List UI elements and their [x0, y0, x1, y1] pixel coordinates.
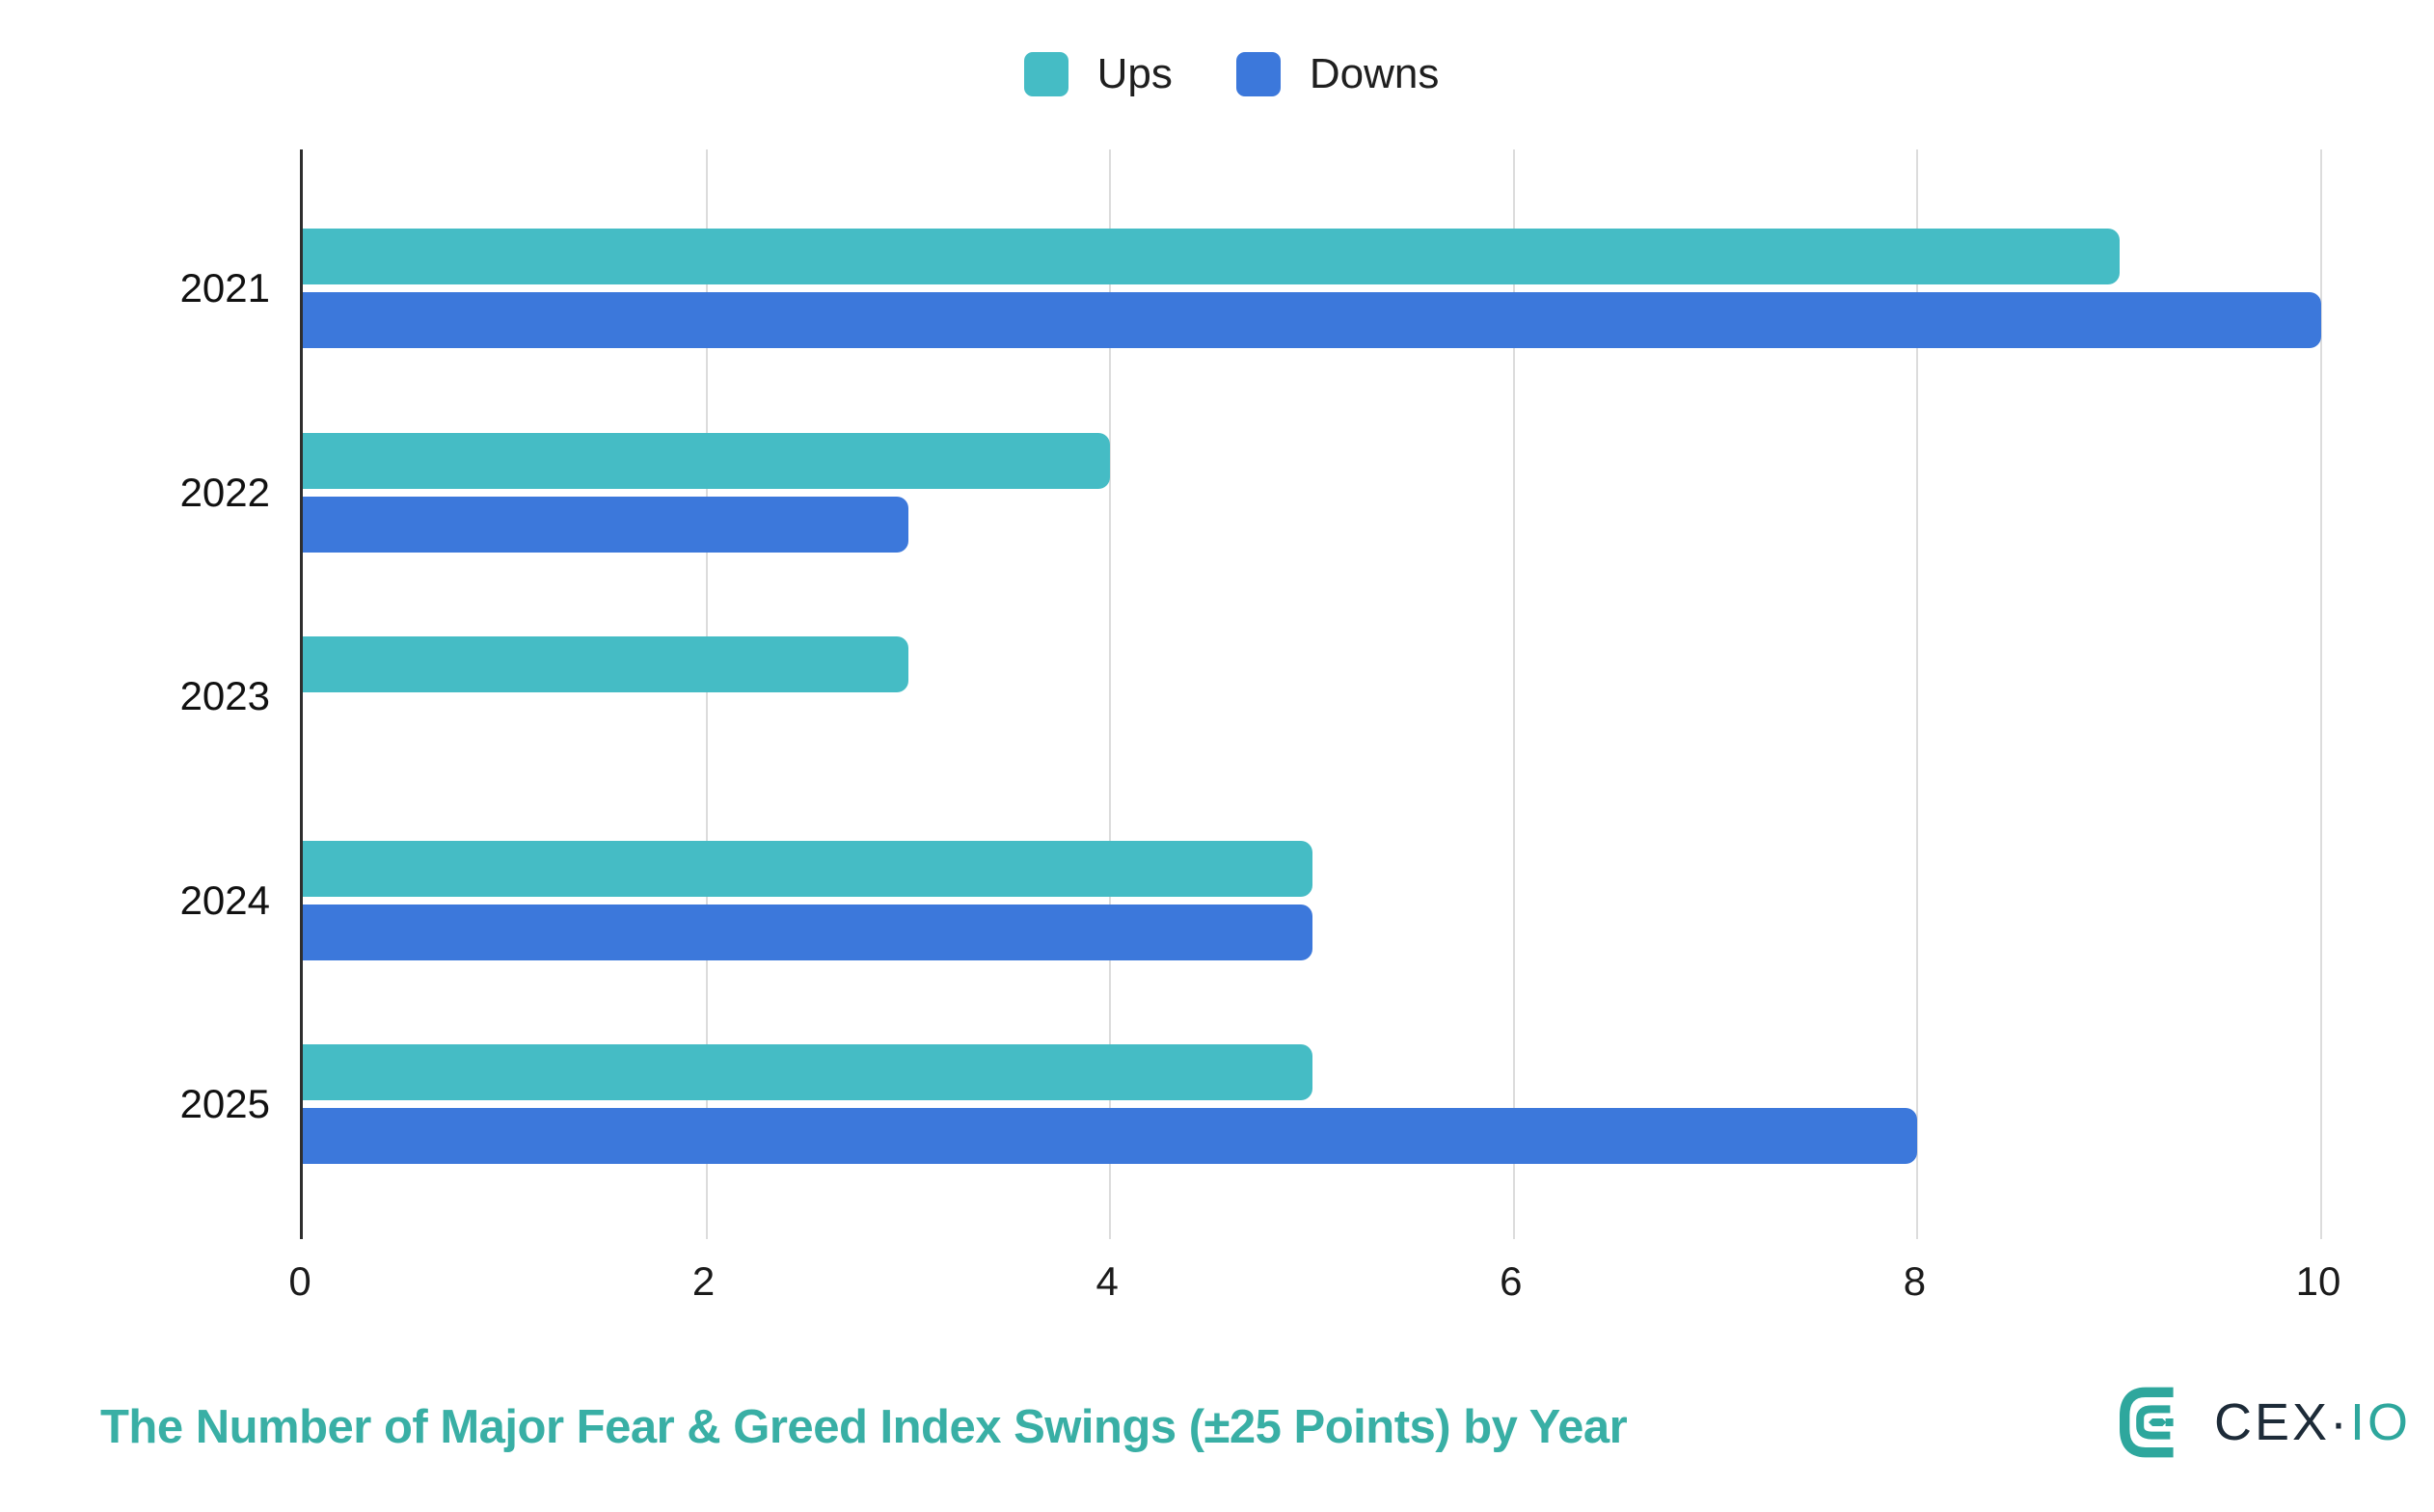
bar-ups-2022 [303, 432, 1111, 489]
legend-label: Downs [1309, 50, 1440, 97]
gridline-2 [705, 149, 708, 1239]
x-tick-label-0: 0 [288, 1258, 311, 1304]
x-tick-label-2: 2 [691, 1258, 716, 1304]
legend-item-ups: Ups [1023, 50, 1173, 98]
logo-separator: · [2330, 1393, 2351, 1451]
gridline-6 [1512, 149, 1515, 1239]
legend-item-downs: Downs [1235, 50, 1440, 98]
year-label-2021: 2021 [179, 265, 270, 310]
legend-swatch-downs [1235, 52, 1281, 96]
year-label-2025: 2025 [179, 1081, 270, 1126]
plot-area [300, 149, 2322, 1239]
cexio-logo-mark [2120, 1387, 2174, 1458]
legend: Ups Downs [0, 50, 2434, 98]
x-tick-label-4: 4 [1095, 1258, 1119, 1304]
legend-swatch-ups [1023, 52, 1068, 96]
year-label-2024: 2024 [179, 877, 270, 923]
year-label-2022: 2022 [179, 469, 270, 515]
bar-ups-2023 [303, 636, 908, 692]
bar-downs-2024 [303, 904, 1312, 960]
bar-downs-2022 [303, 496, 908, 553]
cexio-logo-text: CEX · IO [2214, 1392, 2411, 1452]
legend-label: Ups [1096, 50, 1173, 97]
logo-text-main: CEX [2214, 1393, 2331, 1451]
year-label-2023: 2023 [179, 673, 270, 718]
gridline-10 [2320, 149, 2322, 1239]
bar-downs-2021 [303, 292, 2321, 348]
bar-downs-2025 [303, 1108, 1918, 1164]
cexio-logo: CEX · IO [2118, 1387, 2411, 1458]
bar-ups-2025 [303, 1044, 1312, 1100]
bar-ups-2024 [303, 840, 1312, 897]
gridline-4 [1109, 149, 1112, 1239]
x-tick-label-6: 6 [1500, 1258, 1523, 1304]
chart-title: The Number of Major Fear & Greed Index S… [100, 1401, 1628, 1453]
x-tick-label-8: 8 [1903, 1258, 1927, 1304]
gridline-8 [1916, 149, 1919, 1239]
x-tick-label-10: 10 [2295, 1258, 2341, 1304]
logo-text-suffix: IO [2350, 1393, 2412, 1451]
bar-ups-2021 [303, 229, 2120, 284]
